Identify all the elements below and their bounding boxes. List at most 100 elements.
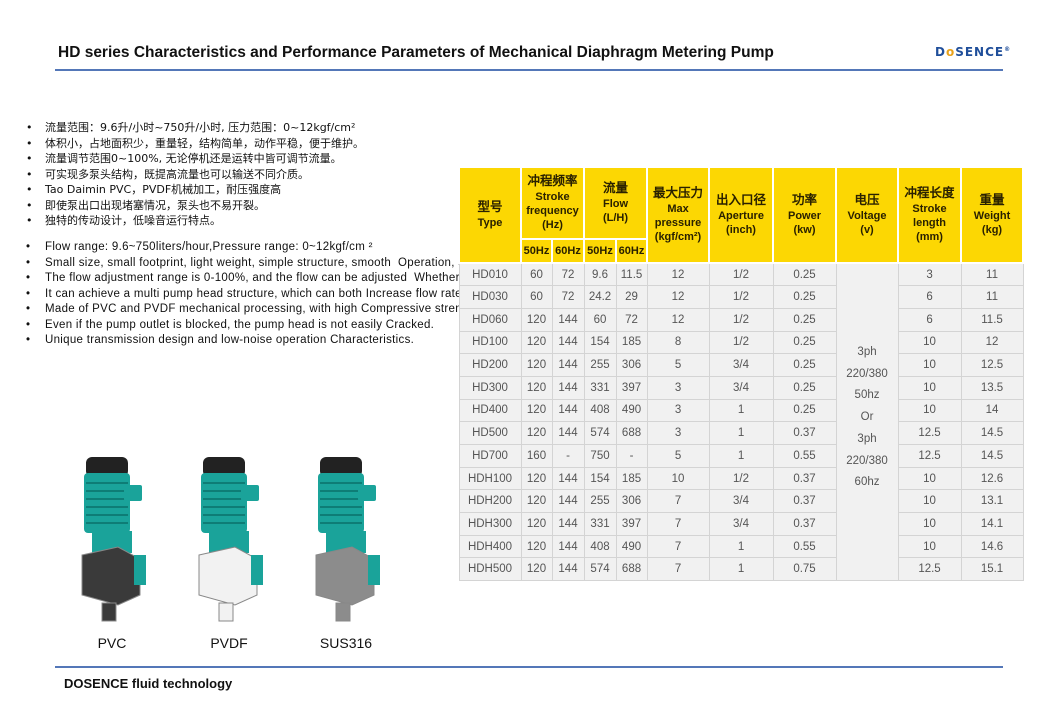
value-cell: 120 <box>520 398 553 423</box>
value-cell: 10 <box>897 489 962 514</box>
header-text: (kw) <box>793 224 816 236</box>
header-text: Aperture <box>718 210 764 222</box>
voltage-cell: 3ph 220/380 50hz Or 3ph 220/380 60hz <box>835 262 899 582</box>
model-cell: HDH400 <box>458 534 522 559</box>
pump-image-sus316 <box>312 455 382 630</box>
feature-item: 可实现多泵头结构，既提高流量也可以输送不同介质。 <box>26 167 364 183</box>
pump-image-pvc <box>78 455 148 630</box>
value-cell: 0.37 <box>772 466 837 491</box>
value-cell: 24.2 <box>583 285 617 309</box>
feature-item: Even if the pump outlet is blocked, the … <box>26 318 624 334</box>
model-cell: HDH200 <box>458 489 522 514</box>
value-cell: 120 <box>520 534 553 559</box>
value-cell: 3/4 <box>708 375 774 400</box>
value-cell: 331 <box>583 512 617 536</box>
parameters-table: 型号 Type 冲程频率 Stroke frequency (Hz) 流量 Flow (L/H)… <box>458 166 1025 582</box>
value-cell: 688 <box>615 421 648 445</box>
value-cell: 255 <box>583 353 617 377</box>
header-text: Type <box>477 217 503 229</box>
model-cell: HD060 <box>458 307 522 332</box>
value-cell: 120 <box>520 330 553 355</box>
features-chinese: 流量范围：9.6升/小时~750升/小时, 压力范围：0~12kgf/cm²体积… <box>26 120 364 229</box>
value-cell: 1/2 <box>708 262 774 287</box>
feature-item: 流量范围：9.6升/小时~750升/小时, 压力范围：0~12kgf/cm² <box>26 120 364 136</box>
header-text: 重量 <box>979 193 1005 207</box>
value-cell: 12.6 <box>960 466 1024 491</box>
value-cell: 160 <box>520 444 553 468</box>
value-cell: 1/2 <box>708 307 774 332</box>
pump-label: PVDF <box>210 635 248 651</box>
value-cell: 120 <box>520 557 553 582</box>
voltage-text: 3ph <box>857 432 877 445</box>
value-cell: 12 <box>646 285 710 309</box>
value-cell: 8 <box>646 330 710 355</box>
pump-label: SUS316 <box>319 635 373 651</box>
value-cell: 7 <box>646 489 710 514</box>
value-cell: 0.25 <box>772 353 837 377</box>
header-sub-hz: 50Hz <box>583 238 618 264</box>
value-cell: 5 <box>646 353 710 377</box>
table-row: HD700 160-750-5 1 0.55 12.5 14.5 <box>458 444 1024 468</box>
value-cell: 11.5 <box>615 262 648 287</box>
header-text: Stroke <box>912 203 947 215</box>
header-text: (inch) <box>726 224 756 236</box>
value-cell: 14.1 <box>960 512 1024 536</box>
header-pressure: 最大压力 Max pressure (kgf/cm²) <box>646 166 711 264</box>
header-text: Max <box>667 203 689 215</box>
value-cell: 0.55 <box>772 534 837 559</box>
value-cell: 0.25 <box>772 330 837 355</box>
value-cell: 13.5 <box>960 375 1024 400</box>
model-cell: HD100 <box>458 330 522 355</box>
value-cell: 10 <box>897 375 962 400</box>
value-cell: 12 <box>960 330 1024 355</box>
value-cell: - <box>551 444 585 468</box>
table-row: HD200 120 144 255 306 5 3/4 0.25 10 12.5 <box>458 353 1024 377</box>
header-text: (v) <box>860 224 874 236</box>
value-cell: 14.6 <box>960 534 1024 559</box>
table-row: HD400 120 144 408 490 3 1 0.25 10 14 <box>458 398 1024 423</box>
value-cell: 0.25 <box>772 262 837 287</box>
header-text: 流量 <box>603 181 629 195</box>
value-cell: 10 <box>897 398 962 423</box>
value-cell: 688 <box>615 557 648 582</box>
value-cell: 144 <box>551 466 585 491</box>
value-cell: 7 <box>646 557 710 582</box>
value-cell: 12.5 <box>897 444 962 468</box>
value-cell: 1 <box>708 557 774 582</box>
table-row: HD010 60 72 9.6 11.5 12 1/2 0.25 3ph 220/380 50hz O… <box>458 262 1024 582</box>
model-cell: HD700 <box>458 444 522 468</box>
value-cell: 0.25 <box>772 285 837 309</box>
value-cell: 1 <box>708 534 774 559</box>
feature-item: 即使泵出口出现堵塞情况，泵头也不易开裂。 <box>26 198 364 214</box>
voltage-text: 220/380 <box>846 454 888 467</box>
header-text: Power <box>788 210 822 222</box>
header-power: 功率 Power (kw) <box>772 166 838 264</box>
table-row: HD060 120 144 60 72 12 1/2 0.25 6 11.5 <box>458 307 1024 332</box>
header-text: (Hz) <box>542 219 563 231</box>
voltage-text: 220/380 <box>846 367 888 380</box>
header-text: Weight <box>973 210 1011 222</box>
value-cell: 408 <box>583 398 617 423</box>
model-cell: HDH100 <box>458 466 522 491</box>
value-cell: 0.37 <box>772 489 837 514</box>
value-cell: 144 <box>551 398 585 423</box>
value-cell: 144 <box>551 307 585 332</box>
value-cell: 60 <box>520 285 553 309</box>
table-row: HD100 120 144 154 185 8 1/2 0.25 10 12 <box>458 330 1024 355</box>
value-cell: 12.5 <box>897 421 962 445</box>
value-cell: 11.5 <box>960 307 1024 332</box>
value-cell: 490 <box>615 534 648 559</box>
table-row: HDH200 120 144 255 306 7 3/4 0.37 10 13.1 <box>458 489 1024 514</box>
value-cell: 306 <box>615 489 648 514</box>
value-cell: 12.5 <box>960 353 1024 377</box>
value-cell: 10 <box>646 466 710 491</box>
value-cell: 1/2 <box>708 330 774 355</box>
header-sub-hz: 60Hz <box>615 238 649 264</box>
feature-item: 独特的传动设计，低噪音运行特点。 <box>26 213 364 229</box>
header-text: 冲程频率 <box>527 174 578 188</box>
value-cell: 0.75 <box>772 557 837 582</box>
value-cell: 15.1 <box>960 557 1024 582</box>
table-row: HDH500 120 144 574 688 7 1 0.75 12.5 15.1 <box>458 557 1024 582</box>
value-cell: 3/4 <box>708 512 774 536</box>
value-cell: 574 <box>583 421 617 445</box>
